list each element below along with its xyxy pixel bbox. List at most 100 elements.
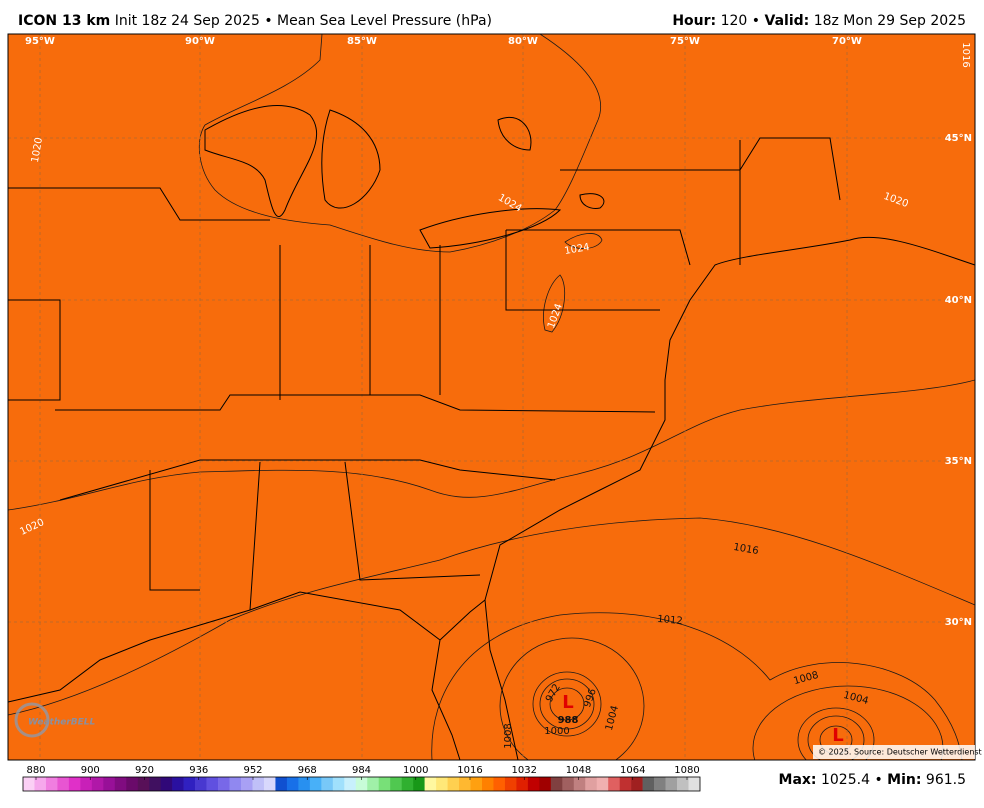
- color-swatch: [378, 777, 391, 791]
- colorbar-tick-label: 880: [26, 765, 45, 776]
- color-swatch: [183, 777, 196, 791]
- color-swatch: [596, 777, 609, 791]
- contour-label: 1016: [960, 42, 971, 67]
- hour: 120: [721, 13, 748, 29]
- color-swatch: [424, 777, 437, 791]
- colorbar-tick-label: 1016: [457, 765, 482, 776]
- max-label: Max:: [779, 772, 817, 788]
- min: 961.5: [926, 772, 966, 788]
- contour-label: 1016: [732, 542, 759, 557]
- contour-label: 1020: [30, 137, 45, 164]
- color-swatch: [23, 777, 35, 791]
- color-swatch: [493, 777, 506, 791]
- color-swatch: [585, 777, 598, 791]
- color-swatch: [562, 777, 575, 791]
- latitude-label: 45°N: [945, 133, 972, 144]
- color-swatch: [206, 777, 219, 791]
- color-swatch: [631, 777, 643, 791]
- color-swatch: [447, 777, 460, 791]
- color-swatch: [481, 777, 494, 791]
- valid-label: Valid:: [765, 13, 810, 29]
- color-swatch: [241, 777, 253, 791]
- credit: © 2025. Source: Deutscher Wetterdienst: [818, 748, 982, 757]
- contour-label: 1000: [544, 726, 569, 737]
- map-frame: [7, 33, 976, 761]
- logo-text: WeatherBELL: [28, 718, 96, 728]
- color-swatch: [252, 777, 265, 791]
- low2-ring: [797, 707, 875, 760]
- color-swatch: [573, 777, 586, 791]
- contour-label: 988: [558, 715, 579, 726]
- colorbar-tick-label: 1080: [674, 765, 699, 776]
- low-ring: [532, 671, 602, 737]
- color-swatch: [550, 777, 563, 791]
- latitude-labels: 45°N 40°N 35°N 30°N: [945, 133, 972, 628]
- low-marker: L: [832, 725, 843, 746]
- color-swatch: [332, 777, 345, 791]
- low-center: [549, 687, 585, 721]
- color-swatch: [298, 777, 311, 791]
- longitude-label: 80°W: [508, 36, 538, 47]
- longitude-label: 75°W: [670, 36, 700, 47]
- contour-label: 1012: [657, 614, 683, 627]
- sep: •: [752, 13, 760, 29]
- colorbar-tick-label: 984: [352, 765, 371, 776]
- color-swatch: [309, 777, 322, 791]
- color-swatch: [619, 777, 632, 791]
- longitude-label: 95°W: [25, 36, 55, 47]
- colorbar-tick-label: 952: [243, 765, 262, 776]
- valid: 18z Mon 29 Sep 2025: [814, 13, 966, 29]
- color-swatch: [436, 777, 448, 791]
- field-1024b: [564, 233, 603, 249]
- color-swatch: [172, 777, 184, 791]
- header-left: ICON 13 km Init 18z 24 Sep 2025 • Mean S…: [18, 13, 492, 29]
- contour-label: 1024: [564, 242, 591, 257]
- max: 1025.4: [821, 772, 870, 788]
- color-swatch: [103, 777, 116, 791]
- color-swatch: [68, 777, 81, 791]
- color-swatch: [137, 777, 150, 791]
- colorbar-tick-label: 1048: [566, 765, 591, 776]
- latitude-label: 30°N: [945, 617, 972, 628]
- colorbar-tick-label: 1000: [403, 765, 428, 776]
- longitude-label: 85°W: [347, 36, 377, 47]
- longitude-label: 70°W: [832, 36, 862, 47]
- color-swatch: [527, 777, 540, 791]
- color-swatch: [218, 777, 230, 791]
- colorbar-tick-label: 900: [81, 765, 100, 776]
- color-swatch: [195, 777, 207, 791]
- gridlines: [8, 34, 975, 760]
- logo: WeatherBELL: [14, 702, 96, 738]
- map: 95°W 90°W 85°W 80°W 75°W 70°W 45°N 40°N 35°N 30°…: [7, 33, 982, 761]
- hour-label: Hour:: [672, 13, 716, 29]
- colorbar-tick-label: 1064: [620, 765, 645, 776]
- color-swatch: [516, 777, 529, 791]
- color-swatch: [286, 777, 299, 791]
- colorbar-tick-label: 1032: [512, 765, 537, 776]
- color-swatch: [57, 777, 70, 791]
- color-swatch: [688, 777, 701, 791]
- color-swatch: [390, 777, 402, 791]
- color-swatch: [413, 777, 425, 791]
- color-swatch: [367, 777, 380, 791]
- color-swatch: [654, 777, 666, 791]
- product: Mean Sea Level Pressure (hPa): [277, 13, 492, 29]
- color-swatch: [321, 777, 334, 791]
- colorbar-tick-label: 936: [189, 765, 208, 776]
- field-1004: [499, 637, 645, 760]
- init: Init 18z 24 Sep 2025: [115, 13, 260, 29]
- sep: •: [874, 772, 882, 788]
- color-swatch: [91, 777, 104, 791]
- contour-label: 1008: [503, 723, 514, 748]
- footer: Max: 1025.4 • Min: 961.5: [779, 772, 966, 788]
- color-swatch: [504, 777, 517, 791]
- color-swatch: [34, 777, 47, 791]
- model: ICON 13 km: [18, 13, 110, 29]
- longitude-labels: 95°W 90°W 85°W 80°W 75°W 70°W: [25, 36, 862, 47]
- field-1012: [8, 517, 975, 760]
- color-swatch: [642, 777, 655, 791]
- color-swatch: [665, 777, 678, 791]
- color-swatch: [80, 777, 93, 791]
